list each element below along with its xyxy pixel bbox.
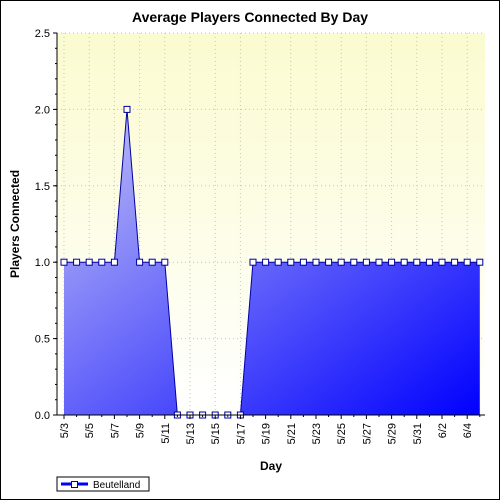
data-point-marker [148, 258, 156, 266]
legend-swatch-marker [71, 481, 78, 488]
y-tick-label: 1.5 [35, 181, 50, 193]
data-point-marker [400, 258, 408, 266]
x-tick-label: 5/31 [412, 423, 424, 444]
data-point-marker [438, 258, 446, 266]
data-point-marker [425, 258, 433, 266]
data-point-marker [476, 258, 484, 266]
data-point-marker [451, 258, 459, 266]
y-tick-label: 2.5 [35, 28, 50, 40]
data-point-marker [85, 258, 93, 266]
y-axis-label: Players Connected [8, 170, 22, 278]
data-point-marker [161, 258, 169, 266]
x-tick-label: 6/2 [437, 423, 449, 438]
x-tick-label: 5/11 [160, 423, 172, 444]
data-point-marker [73, 258, 81, 266]
data-point-marker [413, 258, 421, 266]
data-point-marker [123, 105, 131, 113]
x-tick-label: 5/21 [286, 423, 298, 444]
x-tick-label: 5/13 [185, 423, 197, 444]
x-tick-label: 5/25 [336, 423, 348, 444]
data-point-marker [388, 258, 396, 266]
data-point-marker [110, 258, 118, 266]
x-tick-label: 5/17 [235, 423, 247, 444]
data-point-marker [463, 258, 471, 266]
data-point-marker [325, 258, 333, 266]
data-point-marker [375, 258, 383, 266]
y-axis-ticks: 0.0 0.5 1.0 1.5 2.0 2.5 [35, 28, 57, 422]
x-axis-ticks: 5/3 5/5 5/7 5/9 5/11 5/13 5/15 5/17 5/19 5/21 5/23… [59, 415, 481, 444]
y-tick-label: 2.0 [35, 104, 50, 116]
x-tick-label: 5/9 [135, 423, 147, 438]
legend: Beutelland [56, 476, 150, 492]
x-tick-label: 5/27 [361, 423, 373, 444]
legend-series-label: Beutelland [93, 480, 140, 491]
x-tick-label: 5/19 [261, 423, 273, 444]
y-tick-label: 0.5 [35, 334, 50, 346]
x-tick-label: 5/7 [109, 423, 121, 438]
x-axis-label: Day [260, 459, 282, 473]
chart-title: Average Players Connected By Day [132, 9, 368, 25]
data-point-marker [337, 258, 345, 266]
x-tick-label: 5/29 [387, 423, 399, 444]
x-tick-label: 5/5 [84, 423, 96, 438]
data-point-marker [362, 258, 370, 266]
series-line [64, 109, 480, 416]
x-tick-label: 5/15 [210, 423, 222, 444]
y-tick-label: 0.0 [35, 410, 50, 422]
data-point-marker [299, 258, 307, 266]
data-point-marker [60, 258, 68, 266]
data-point-marker [98, 258, 106, 266]
data-point-marker [136, 258, 144, 266]
data-point-marker [312, 258, 320, 266]
data-point-marker [262, 258, 270, 266]
legend-box [56, 476, 150, 492]
data-point-marker [287, 258, 295, 266]
x-tick-label: 6/4 [462, 423, 474, 438]
y-tick-label: 1.0 [35, 257, 50, 269]
x-tick-label: 5/3 [59, 423, 71, 438]
data-point-marker [249, 258, 257, 266]
data-point-marker [350, 258, 358, 266]
x-tick-label: 5/23 [311, 423, 323, 444]
data-point-marker [274, 258, 282, 266]
